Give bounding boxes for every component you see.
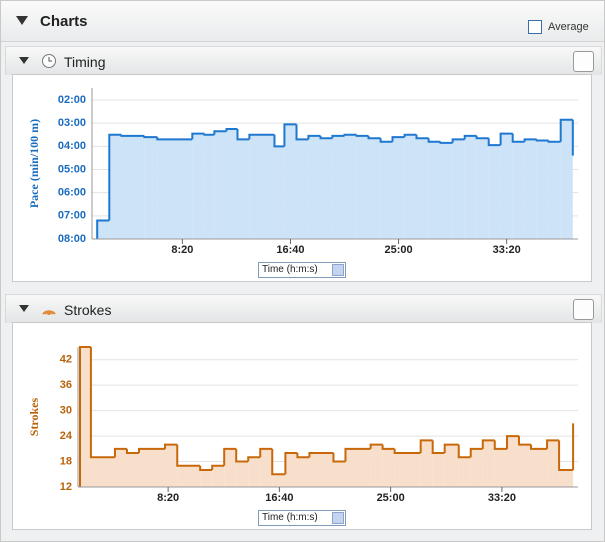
clock-icon xyxy=(42,54,56,68)
header: Charts Average xyxy=(1,1,604,42)
expand-button[interactable] xyxy=(573,299,594,320)
collapse-toggle[interactable] xyxy=(19,57,29,64)
dropdown-label: Time (h:m:s) xyxy=(262,264,318,275)
strokes-header: Strokes xyxy=(5,294,602,323)
x-axis-dropdown[interactable]: Time (h:m:s) xyxy=(258,510,346,526)
section-title: Timing xyxy=(64,54,106,70)
panel-title: Charts xyxy=(40,13,88,30)
collapse-toggle[interactable] xyxy=(16,16,28,25)
dropdown-label: Time (h:m:s) xyxy=(262,512,318,523)
section-title: Strokes xyxy=(64,302,112,318)
average-checkbox[interactable]: Average xyxy=(528,20,589,34)
timing-header: Timing xyxy=(5,46,602,75)
collapse-toggle[interactable] xyxy=(19,305,29,312)
chart-box xyxy=(12,74,592,282)
x-axis-dropdown[interactable]: Time (h:m:s) xyxy=(258,262,346,278)
chart-box xyxy=(12,322,592,530)
strokes-icon xyxy=(42,310,56,315)
checkbox-label: Average xyxy=(548,20,589,33)
expand-button[interactable] xyxy=(573,51,594,72)
